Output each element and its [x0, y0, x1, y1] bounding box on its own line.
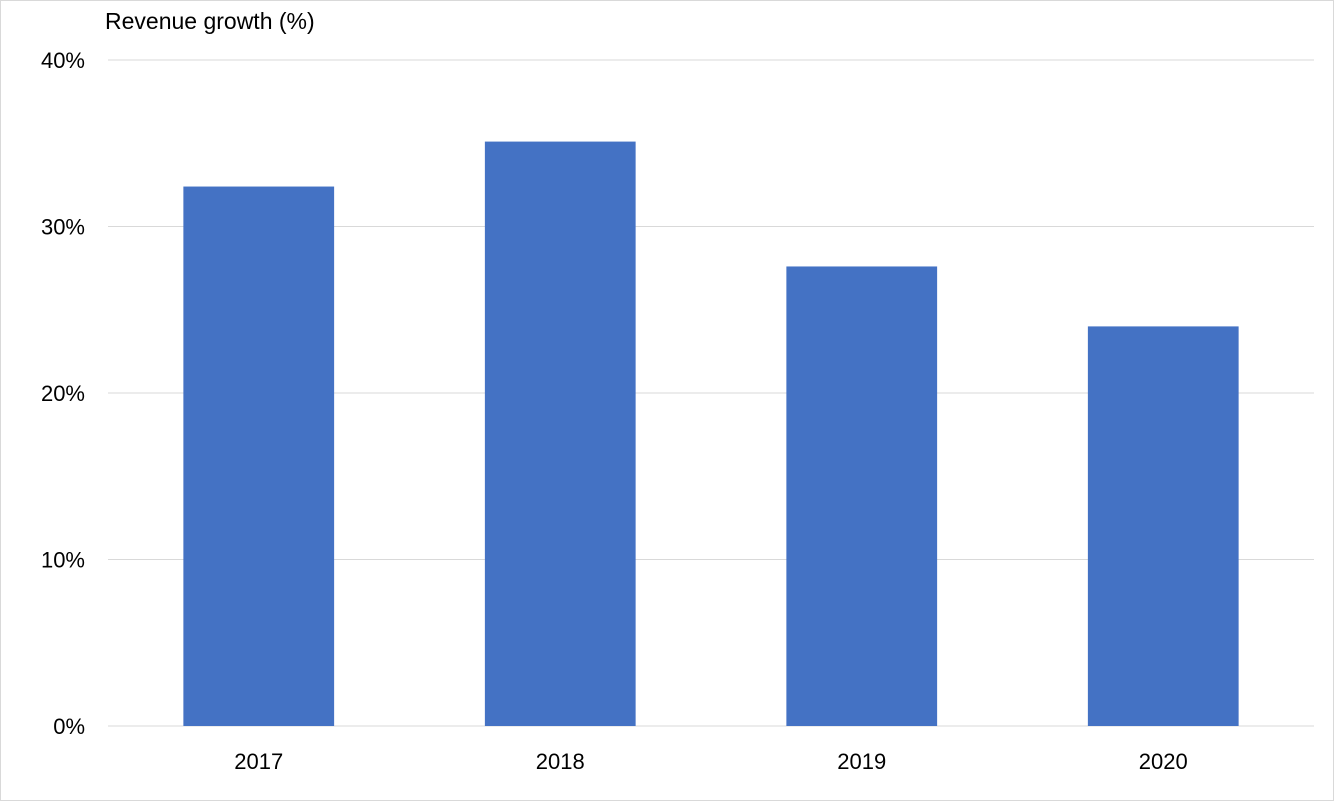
bar-2017: [183, 186, 335, 727]
y-tick-label: 0%: [53, 714, 85, 739]
x-tick-label: 2018: [536, 749, 585, 774]
x-tick-label: 2017: [234, 749, 283, 774]
y-tick-label: 10%: [41, 548, 85, 573]
x-tick-label: 2020: [1139, 749, 1188, 774]
x-tick-label: 2019: [837, 749, 886, 774]
bar-2020: [1087, 326, 1239, 726]
y-tick-label: 30%: [41, 215, 85, 240]
y-tick-label: 20%: [41, 381, 85, 406]
y-tick-label: 40%: [41, 48, 85, 73]
bar-2019: [786, 266, 938, 726]
chart-title: Revenue growth (%): [105, 8, 315, 34]
bar-2018: [484, 141, 636, 726]
